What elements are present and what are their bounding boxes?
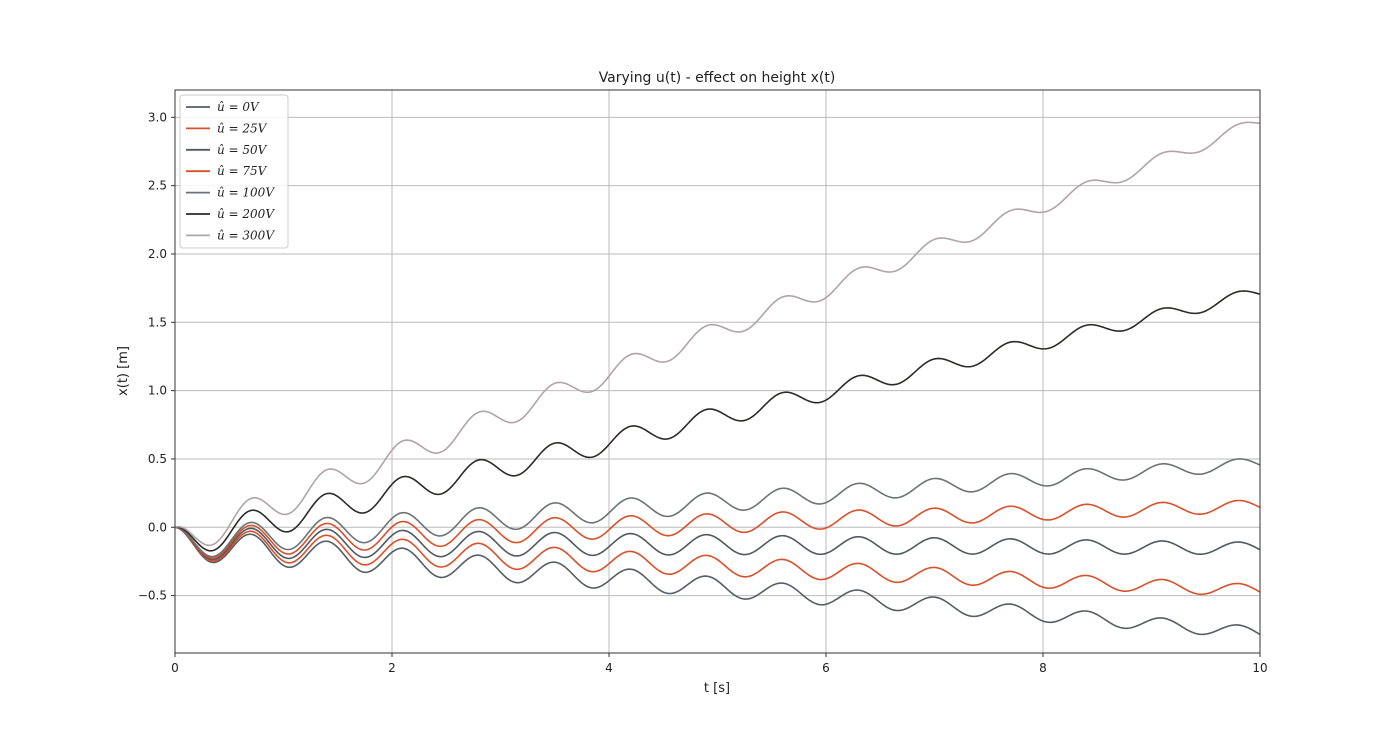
y-tick-label: 1.0 <box>148 384 167 398</box>
x-tick-label: 0 <box>171 661 179 675</box>
x-tick-label: 10 <box>1252 661 1267 675</box>
series-line-3 <box>174 499 1261 559</box>
legend-label: û = 50V <box>217 143 268 157</box>
legend: û = 0V û = 25V û = 50V û = 75V û = 100V û = 2… <box>179 94 289 249</box>
plot-frame <box>174 89 1261 654</box>
y-tick-label: 1.5 <box>148 315 167 329</box>
y-tick-label: 2.0 <box>148 247 167 261</box>
y-tick-label: 0.5 <box>148 452 167 466</box>
series-line-5 <box>174 290 1261 552</box>
x-tick-label: 2 <box>388 661 396 675</box>
y-axis-label: x(t) [m] <box>116 346 131 396</box>
legend-label: û = 300V <box>217 228 275 242</box>
legend-label: û = 0V <box>217 100 260 114</box>
x-axis-label: t [s] <box>704 681 730 696</box>
chart-title: Varying u(t) - effect on height x(t) <box>599 70 836 86</box>
series-line-2 <box>174 526 1261 561</box>
legend-label: û = 75V <box>217 164 268 178</box>
legend-label: û = 100V <box>217 186 275 200</box>
grid <box>174 90 1261 653</box>
legend-label: û = 200V <box>217 207 275 221</box>
series-line-1 <box>174 526 1261 596</box>
x-tick-label: 4 <box>605 661 613 675</box>
series-line-4 <box>174 458 1261 558</box>
series-layer <box>174 121 1261 636</box>
x-tick-label: 6 <box>822 661 830 675</box>
series-line-6 <box>174 121 1261 547</box>
ticks: 0 2 4 6 8 10 −0.5 0.0 0.5 1.0 1.5 2.0 2.5 3.0 <box>138 110 1268 675</box>
series-line-0 <box>174 526 1261 636</box>
y-tick-label: 2.5 <box>148 179 167 193</box>
y-tick-label: −0.5 <box>138 589 167 603</box>
y-tick-label: 0.0 <box>148 520 167 534</box>
legend-label: û = 25V <box>217 121 268 135</box>
x-tick-label: 8 <box>1039 661 1047 675</box>
legend-box <box>179 94 289 249</box>
y-tick-label: 3.0 <box>148 110 167 124</box>
